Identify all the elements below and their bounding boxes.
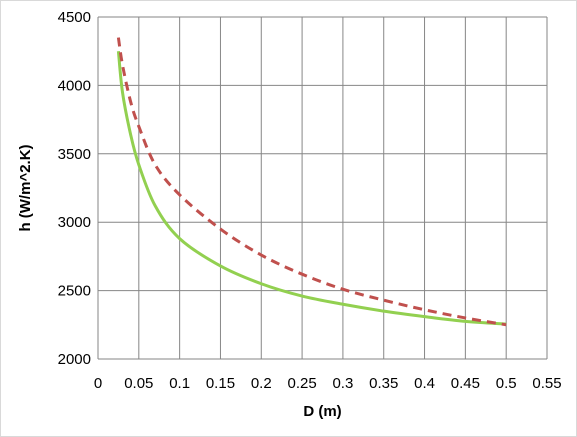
x-tick-label: 0.3 <box>332 375 353 392</box>
x-tick-label: 0.25 <box>287 375 316 392</box>
x-tick-label: 0.15 <box>206 375 235 392</box>
x-tick-label: 0.45 <box>451 375 480 392</box>
series-line-2 <box>116 37 507 327</box>
x-tick-label: 0.05 <box>124 375 153 392</box>
x-tick-label: 0.4 <box>414 375 435 392</box>
x-tick-label: 0.35 <box>369 375 398 392</box>
y-tick-label: 4000 <box>58 77 91 94</box>
y-tick-label: 2000 <box>58 351 91 368</box>
x-tick-labels: 0 0.05 0.1 0.15 0.2 0.25 0.3 0.35 0.4 0.45 0.5 0.55 <box>94 375 562 392</box>
x-tick-label: 0.5 <box>496 375 517 392</box>
x-tick-label: 0.1 <box>169 375 190 392</box>
axes <box>97 17 547 360</box>
grid-lines <box>98 16 548 359</box>
y-tick-label: 2500 <box>58 283 91 300</box>
y-tick-labels: 2000 2500 3000 3500 4000 4500 <box>58 9 91 368</box>
y-tick-label: 3500 <box>58 146 91 163</box>
x-axis-title: D (m) <box>303 403 341 420</box>
y-tick-label: 3000 <box>58 214 91 231</box>
y-tick-label: 4500 <box>58 9 91 26</box>
series-lines <box>116 37 507 327</box>
x-tick-label: 0.55 <box>532 375 561 392</box>
x-tick-label: 0.2 <box>251 375 272 392</box>
series-line-1 <box>116 51 507 326</box>
x-tick-label: 0 <box>94 375 102 392</box>
y-axis-title: h (W/m^2.K) <box>17 144 34 231</box>
